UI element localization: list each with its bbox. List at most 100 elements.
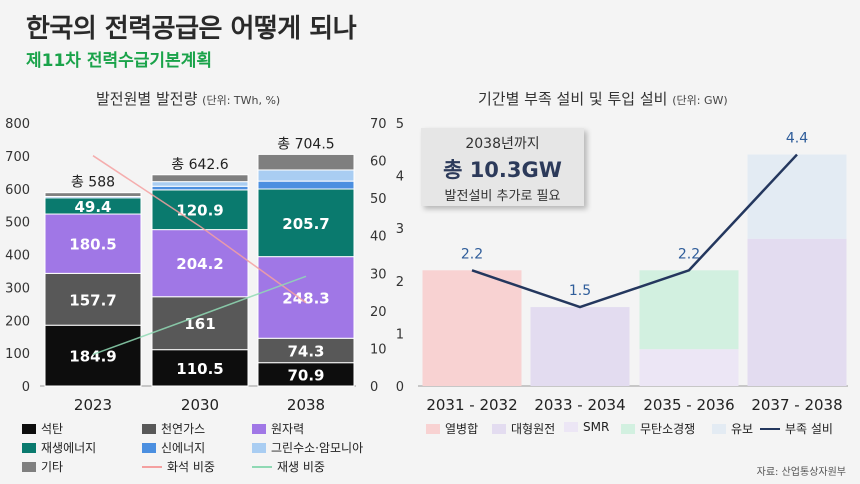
y-tick-label: 400 bbox=[5, 249, 30, 264]
legend-item: 그린수소·암모니아 bbox=[252, 439, 363, 456]
data-label: 157.7 bbox=[69, 291, 116, 309]
legend-item: 천연가스 bbox=[142, 420, 205, 437]
legend-item: 원자력 bbox=[252, 420, 304, 437]
x-tick-label: 2023 bbox=[74, 396, 112, 414]
legend-item: 재생에너지 bbox=[22, 439, 96, 456]
y-tick-label: 5 bbox=[396, 117, 404, 132]
bar-segment bbox=[257, 180, 355, 190]
legend-label: SMR bbox=[583, 420, 610, 434]
data-label: 161 bbox=[184, 315, 215, 333]
y-tick-label: 0 bbox=[396, 380, 404, 395]
data-label: 180.5 bbox=[69, 236, 116, 254]
total-label: 총 704.5 bbox=[277, 136, 334, 152]
page-title: 한국의 전력공급은 어떻게 되나 bbox=[26, 14, 357, 44]
legend-swatch bbox=[22, 423, 36, 434]
data-label: 184.9 bbox=[69, 348, 116, 366]
bar-segment bbox=[151, 174, 249, 183]
bar-segment bbox=[422, 270, 522, 386]
summary-callout: 2038년까지 총 10.3GW 발전설비 추가로 필요 bbox=[421, 128, 584, 206]
data-label: 205.7 bbox=[282, 215, 329, 233]
data-label: 4.4 bbox=[786, 131, 808, 147]
y2-tick-label: 60 bbox=[370, 155, 387, 170]
legend-item: 부족 설비 bbox=[760, 420, 833, 437]
y-tick-label: 200 bbox=[5, 314, 30, 329]
bar-segment bbox=[747, 154, 847, 239]
legend-item: 신에너지 bbox=[142, 439, 205, 456]
y-tick-label: 1 bbox=[396, 327, 404, 342]
x-tick-label: 2037 - 2038 bbox=[751, 396, 842, 414]
legend-label: 석탄 bbox=[41, 422, 64, 436]
legend-item: 석탄 bbox=[22, 420, 63, 437]
x-tick-label: 2030 bbox=[181, 396, 219, 414]
data-label: 49.4 bbox=[74, 198, 111, 216]
data-label: 1.5 bbox=[569, 283, 591, 299]
legend-label: 재생 비중 bbox=[277, 460, 325, 474]
data-label: 204.2 bbox=[176, 255, 223, 273]
bar-segment bbox=[639, 349, 739, 386]
y-tick-label: 300 bbox=[5, 281, 30, 296]
legend-swatch bbox=[564, 422, 578, 432]
callout-line-3: 발전설비 추가로 필요 bbox=[444, 189, 561, 204]
legend-swatch bbox=[426, 423, 440, 434]
legend-swatch bbox=[22, 442, 36, 453]
y-tick-label: 700 bbox=[5, 150, 30, 165]
bar-segment bbox=[151, 185, 249, 191]
legend-swatch bbox=[252, 465, 272, 468]
legend-swatch bbox=[142, 465, 162, 468]
legend-swatch bbox=[22, 461, 36, 472]
legend-item: 유보 bbox=[712, 420, 753, 437]
callout-line-2: 총 10.3GW bbox=[443, 158, 562, 182]
bar-segment bbox=[151, 181, 249, 187]
y-tick-label: 3 bbox=[396, 222, 404, 237]
left-chart-title-text: 발전원별 발전량 bbox=[96, 90, 198, 108]
legend-item: SMR bbox=[564, 420, 609, 434]
legend-swatch bbox=[142, 442, 156, 453]
legend-item: 열병합 bbox=[426, 420, 478, 437]
left-chart-unit: (단위: TWh, %) bbox=[202, 94, 281, 107]
y-tick-label: 500 bbox=[5, 216, 30, 231]
y-tick-label: 4 bbox=[396, 170, 404, 185]
y2-tick-label: 10 bbox=[370, 342, 387, 357]
bar-segment bbox=[44, 213, 142, 274]
legend-swatch bbox=[142, 423, 156, 434]
legend-label: 그린수소·암모니아 bbox=[271, 441, 364, 455]
y-tick-label: 100 bbox=[5, 347, 30, 362]
bar-segment bbox=[257, 188, 355, 258]
x-tick-label: 2035 - 2036 bbox=[643, 396, 734, 414]
y-tick-label: 600 bbox=[5, 183, 30, 198]
x-tick-label: 2038 bbox=[287, 396, 325, 414]
right-chart-unit: (단위: GW) bbox=[672, 94, 728, 107]
y-tick-label: 2 bbox=[396, 275, 404, 290]
legend-label: 재생에너지 bbox=[41, 441, 97, 455]
right-chart-title: 기간별 부족 설비 및 투입 설비 (단위: GW) bbox=[478, 88, 728, 109]
bar-segment bbox=[639, 270, 739, 350]
y2-tick-label: 70 bbox=[370, 117, 387, 132]
legend-label: 대형원전 bbox=[511, 422, 556, 436]
legend-swatch bbox=[252, 423, 266, 434]
legend-label: 열병합 bbox=[445, 422, 479, 436]
data-label: 70.9 bbox=[287, 366, 324, 384]
data-label: 74.3 bbox=[287, 342, 324, 360]
bar-segment bbox=[257, 256, 355, 339]
bar-segment bbox=[257, 153, 355, 171]
bar-segment bbox=[151, 296, 249, 351]
share-line bbox=[92, 155, 307, 304]
total-label: 총 588 bbox=[71, 175, 115, 191]
legend-swatch bbox=[621, 423, 635, 434]
x-tick-label: 2031 - 2032 bbox=[426, 396, 517, 414]
data-label: 120.9 bbox=[176, 202, 223, 220]
bar-segment bbox=[44, 324, 142, 387]
bar-segment bbox=[44, 192, 142, 197]
data-label: 2.2 bbox=[678, 246, 700, 262]
y-tick-label: 800 bbox=[5, 117, 30, 132]
legend-swatch bbox=[252, 442, 266, 453]
bar-segment bbox=[747, 238, 847, 386]
legend-item: 화석 비중 bbox=[142, 458, 215, 475]
y2-tick-label: 0 bbox=[370, 380, 378, 395]
y2-tick-label: 20 bbox=[370, 305, 387, 320]
data-label: 2.2 bbox=[461, 246, 483, 262]
legend-swatch bbox=[712, 423, 726, 434]
shortage-line bbox=[471, 153, 798, 309]
page-subtitle: 제11차 전력수급기본계획 bbox=[26, 51, 212, 71]
callout-line-1: 2038년까지 bbox=[465, 136, 540, 152]
